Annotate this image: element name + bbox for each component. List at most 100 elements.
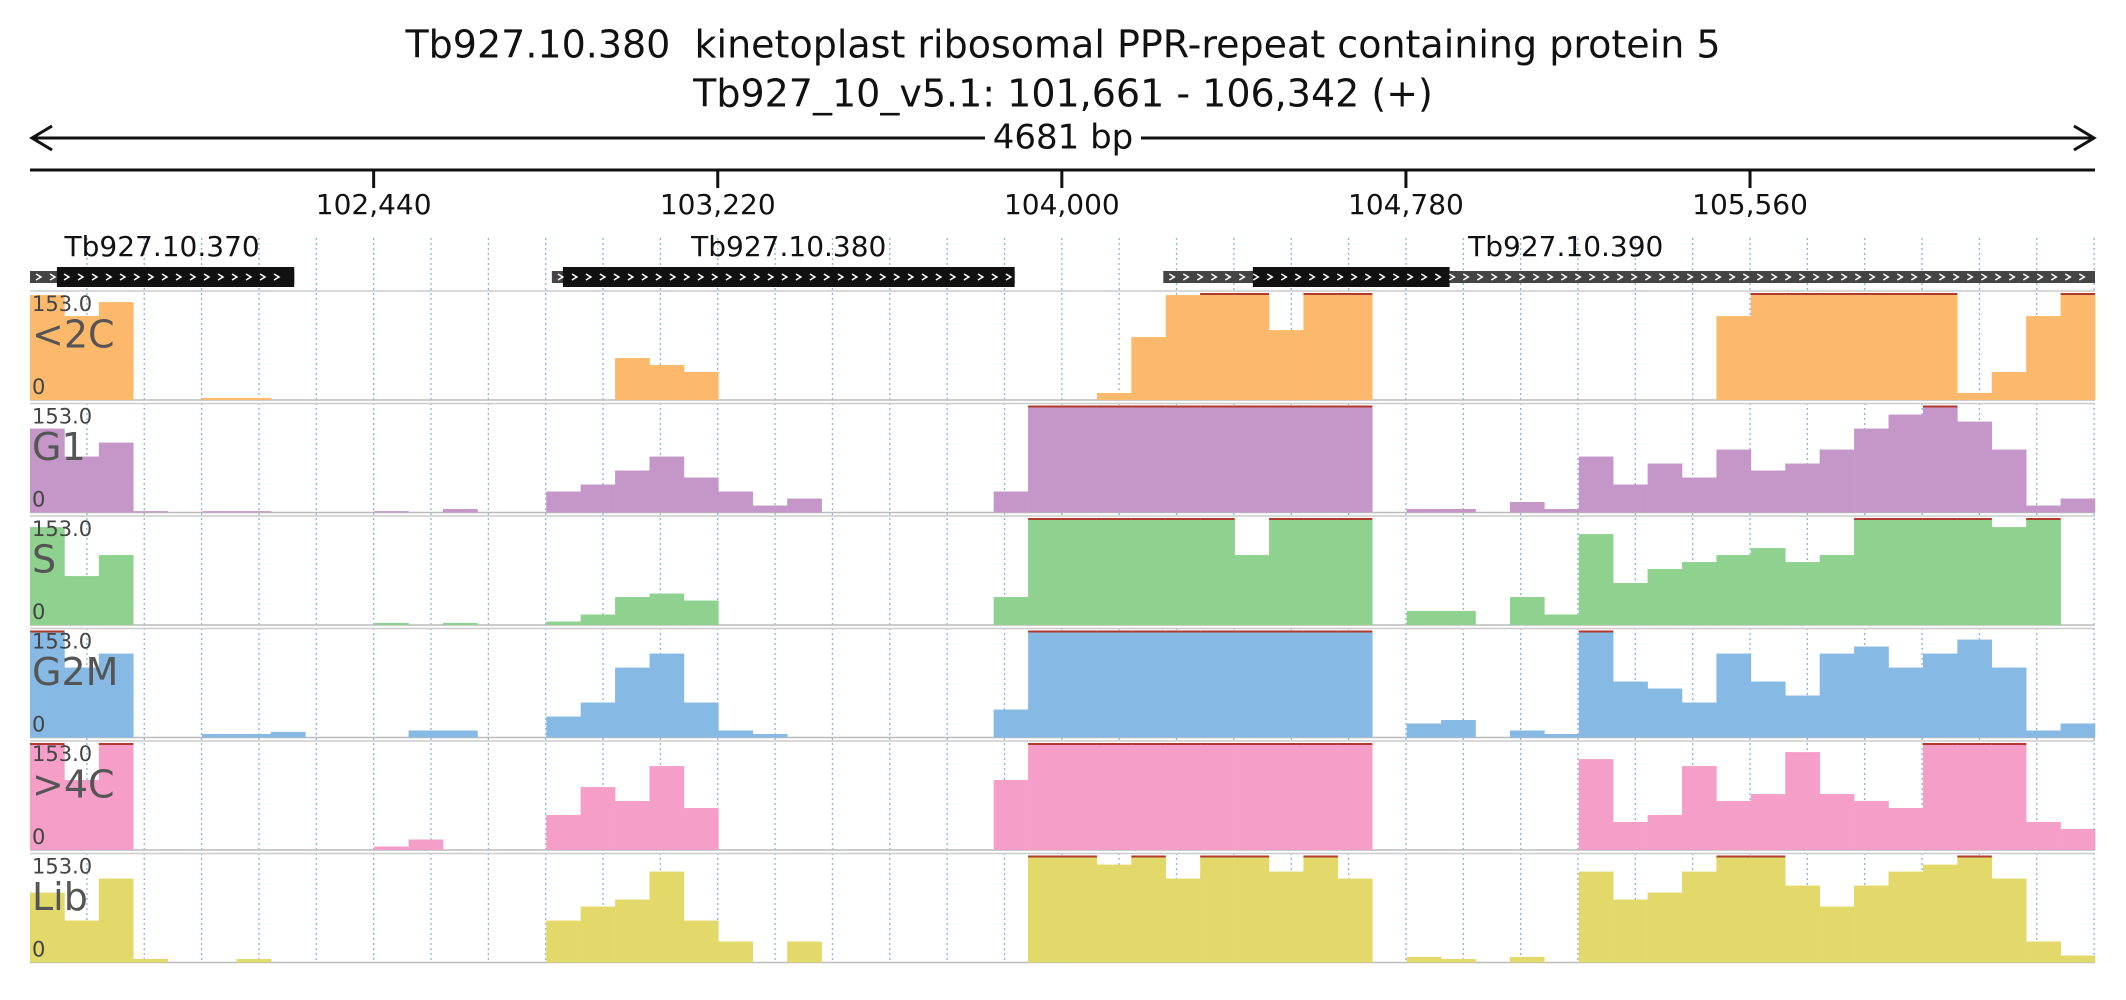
- coverage-bar: [1337, 743, 1373, 850]
- gene-cds: [562, 267, 1015, 287]
- coverage-bar: [615, 470, 650, 513]
- coverage-bar: [1337, 630, 1373, 738]
- coverage-bar: [649, 365, 685, 400]
- coverage-bar: [1028, 405, 1063, 513]
- coverage-bar: [98, 302, 134, 400]
- coverage-bar: [1682, 766, 1717, 850]
- coverage-bar: [1165, 743, 1201, 850]
- strand-arrow: [1602, 273, 1610, 281]
- coverage-bar: [1819, 794, 1855, 850]
- coverage-bar: [64, 576, 100, 625]
- coverage-bar: [1406, 509, 1442, 513]
- y-tick-label: 0: [32, 600, 45, 624]
- strand-arrow: [725, 273, 733, 281]
- gene-label: Tb927.10.370: [64, 230, 260, 263]
- coverage-bar: [580, 787, 616, 850]
- coverage-bar: [1716, 316, 1752, 400]
- coverage-bar: [1096, 743, 1132, 850]
- strand-arrow: [935, 273, 943, 281]
- coverage-bar: [236, 397, 272, 400]
- coverage-bar: [64, 667, 100, 738]
- coverage-bar: [1406, 723, 1442, 738]
- coverage-bar: [1991, 527, 2027, 625]
- coverage-bar: [30, 527, 65, 625]
- strand-arrow: [1840, 273, 1848, 281]
- coverage-bar: [580, 484, 616, 513]
- coverage-bar: [1785, 695, 1820, 738]
- coverage-bar: [1269, 330, 1304, 400]
- coverage-bar: [1785, 562, 1820, 625]
- strand-arrow: [1770, 273, 1778, 281]
- coverage-bar: [1406, 611, 1442, 625]
- strand-arrow: [161, 273, 169, 281]
- track-label: <2C: [32, 313, 115, 357]
- coverage-bar: [1991, 667, 2027, 738]
- coverage-bar: [993, 597, 1029, 625]
- strand-arrow: [1420, 273, 1428, 281]
- coverage-bar: [683, 920, 719, 963]
- coverage-bar: [408, 730, 444, 738]
- coverage-bar: [236, 959, 272, 963]
- x-tick-label: 102,440: [316, 188, 432, 221]
- strand-arrow: [2008, 273, 2016, 281]
- coverage-bar: [580, 906, 616, 963]
- coverage-bar: [1269, 871, 1304, 963]
- coverage-bar: [1200, 293, 1235, 400]
- coverage-bar: [1819, 653, 1855, 738]
- coverage-bar: [1509, 597, 1545, 625]
- coverage-bar: [1922, 293, 1958, 400]
- length-label: 4681 bp: [993, 118, 1134, 158]
- coverage-bar: [1234, 855, 1270, 963]
- strand-arrow: [571, 273, 579, 281]
- coverage-bar: [1888, 293, 1924, 400]
- coverage-bar: [30, 892, 65, 963]
- strand-arrow: [1700, 273, 1708, 281]
- strand-arrow: [1322, 273, 1330, 281]
- strand-arrow: [1784, 273, 1792, 281]
- strand-arrow: [1252, 273, 1260, 281]
- coverage-bar: [1819, 449, 1855, 513]
- coverage-bar: [1819, 555, 1855, 625]
- coverage-bar: [1785, 885, 1820, 963]
- coverage-bar: [1544, 509, 1580, 513]
- coverage-bar: [2060, 498, 2096, 513]
- strand-arrow: [1294, 273, 1302, 281]
- coverage-bar: [1406, 956, 1442, 963]
- coverage-bar: [2060, 293, 2096, 400]
- coverage-bar: [683, 808, 719, 850]
- strand-arrow: [133, 273, 141, 281]
- coverage-bar: [1716, 855, 1752, 963]
- coverage-bar: [1957, 639, 1993, 738]
- strand-arrow: [175, 273, 183, 281]
- strand-arrow: [1952, 273, 1960, 281]
- x-tick-label: 103,220: [660, 188, 776, 221]
- y-tick-label: 0: [32, 488, 45, 512]
- coverage-bar: [1991, 878, 2027, 963]
- coverage-bar: [1750, 470, 1786, 513]
- coverage-bar: [374, 846, 409, 850]
- strand-arrow: [1336, 273, 1344, 281]
- coverage-bar: [2060, 723, 2096, 738]
- coverage-bar: [1234, 555, 1270, 625]
- coverage-bar: [64, 920, 100, 963]
- coverage-bar: [1682, 562, 1717, 625]
- strand-arrow: [557, 273, 565, 281]
- coverage-bar: [1991, 743, 2027, 850]
- strand-arrow: [907, 273, 915, 281]
- subtitle: Tb927_10_v5.1: 101,661 - 106,342 (+): [692, 72, 1433, 116]
- strand-arrow: [991, 273, 999, 281]
- coverage-bar: [1062, 518, 1098, 625]
- strand-arrow: [753, 273, 761, 281]
- coverage-bar: [1750, 548, 1786, 625]
- coverage-bar: [993, 780, 1029, 850]
- coverage-bar: [1544, 614, 1580, 625]
- strand-arrow: [1630, 273, 1638, 281]
- label-bg: [985, 122, 1141, 154]
- y-tick-label: 153.0: [32, 630, 92, 654]
- strand-arrow: [1798, 273, 1806, 281]
- coverage-bar: [1682, 871, 1717, 963]
- strand-arrow: [1588, 273, 1596, 281]
- coverage-bar: [615, 801, 650, 850]
- coverage-bar: [1028, 630, 1063, 738]
